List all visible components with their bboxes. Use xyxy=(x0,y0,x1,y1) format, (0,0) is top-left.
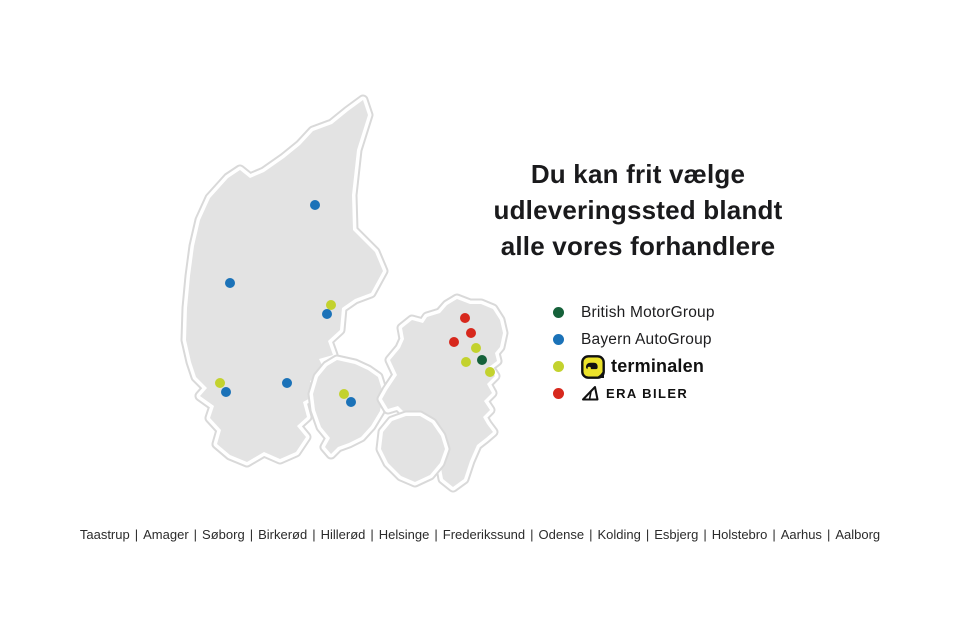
headline: Du kan frit vælge udleveringssted blandt… xyxy=(452,156,824,264)
era-biler-logo-icon xyxy=(582,386,599,401)
legend-item-british-motorgroup: British MotorGroup xyxy=(553,299,715,326)
legend-item-terminalen: terminalen xyxy=(553,353,715,380)
separator: | xyxy=(589,527,593,542)
city-name: Holstebro xyxy=(711,527,768,542)
dealer-dot-era xyxy=(449,337,459,347)
dealer-dot-terminalen xyxy=(461,357,471,367)
city-name: Birkerød xyxy=(258,527,308,542)
dealer-dot-british xyxy=(477,355,487,365)
bayern-autogroup-dot xyxy=(553,334,564,345)
terminalen-logo-icon xyxy=(581,354,605,379)
separator: | xyxy=(530,527,534,542)
landmass-funen xyxy=(307,354,389,460)
city-list: Taastrup | Amager | Søborg | Birkerød | Hillerød… xyxy=(0,527,960,542)
separator: | xyxy=(434,527,438,542)
city-name: Amager xyxy=(143,527,189,542)
city-name: Hillerød xyxy=(320,527,366,542)
dealer-dot-terminalen xyxy=(339,389,349,399)
dealer-dot-terminalen xyxy=(471,343,481,353)
legend: British MotorGroup Bayern AutoGroup term… xyxy=(553,299,715,407)
british-motorgroup-dot xyxy=(553,307,564,318)
dealer-dot-terminalen xyxy=(215,378,225,388)
dealer-dot-bayern xyxy=(282,378,292,388)
legend-label: Bayern AutoGroup xyxy=(581,330,712,348)
legend-item-era-biler: ERA BILER xyxy=(553,380,715,407)
separator: | xyxy=(249,527,254,542)
city-name: Esbjerg xyxy=(654,527,699,542)
separator: | xyxy=(312,527,316,542)
separator: | xyxy=(826,527,831,542)
dealer-dot-era xyxy=(466,328,476,338)
city-name: Kolding xyxy=(597,527,641,542)
dealer-dot-bayern xyxy=(346,397,356,407)
dealer-dot-bayern xyxy=(322,309,332,319)
separator: | xyxy=(703,527,707,542)
city-name: Søborg xyxy=(202,527,245,542)
dealer-dot-bayern xyxy=(221,387,231,397)
dealer-dot-bayern xyxy=(310,200,320,210)
city-name: Taastrup xyxy=(79,527,130,542)
headline-line-3: alle vores forhandlere xyxy=(500,231,776,261)
city-name: Odense xyxy=(538,527,585,542)
dealer-dot-bayern xyxy=(225,278,235,288)
landmass-south-islands xyxy=(375,410,451,488)
dealer-dot-terminalen xyxy=(326,300,336,310)
legend-label: British MotorGroup xyxy=(581,303,715,321)
city-name: Frederikssund xyxy=(442,527,526,542)
terminalen-dot xyxy=(553,361,564,372)
separator: | xyxy=(772,527,776,542)
separator: | xyxy=(193,527,198,542)
legend-item-bayern-autogroup: Bayern AutoGroup xyxy=(553,326,715,353)
separator: | xyxy=(134,527,139,542)
headline-line-2: udleveringssted blandt xyxy=(493,195,783,225)
city-name: Aarhus xyxy=(780,527,822,542)
dealer-dot-era xyxy=(460,313,470,323)
separator: | xyxy=(645,527,650,542)
headline-line-1: Du kan frit vælge xyxy=(530,159,746,189)
city-name: Helsinge xyxy=(378,527,430,542)
legend-label: terminalen xyxy=(611,356,705,376)
dealer-dots xyxy=(215,200,495,407)
dealer-dot-terminalen xyxy=(485,367,495,377)
separator: | xyxy=(370,527,374,542)
legend-label: ERA BILER xyxy=(606,386,689,401)
landmass-jutland xyxy=(180,94,389,468)
city-name: Aalborg xyxy=(835,527,881,542)
era-biler-dot xyxy=(553,388,564,399)
